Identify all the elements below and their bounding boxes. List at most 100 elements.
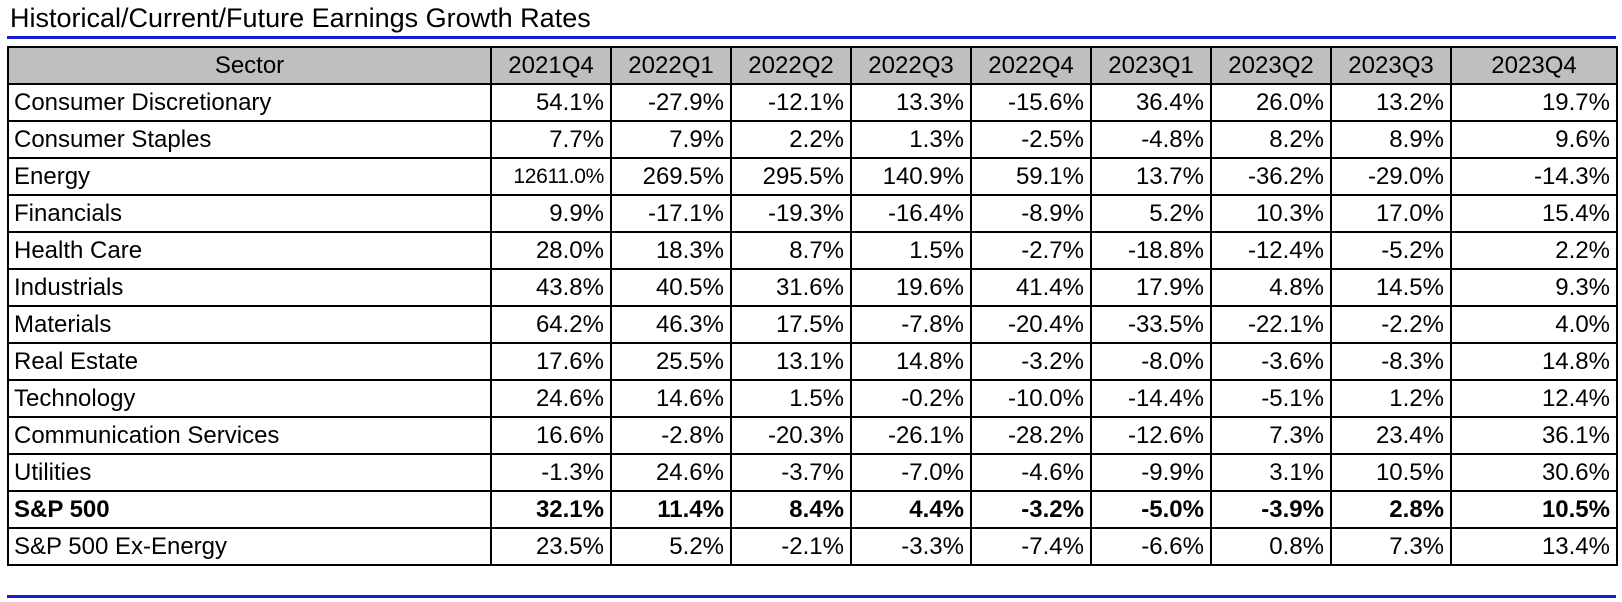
growth-rate-cell: -7.8% xyxy=(850,305,972,344)
growth-rate-cell: 269.5% xyxy=(610,157,732,196)
growth-rate-cell: 25.5% xyxy=(610,342,732,381)
growth-rate-cell: -8.0% xyxy=(1090,342,1212,381)
growth-rate-cell: 4.8% xyxy=(1210,268,1332,307)
table-row: Energy 12611.0% 269.5% 295.5% 140.9% 59.1% 13.… xyxy=(7,157,1618,196)
growth-rate-cell: -2.5% xyxy=(970,120,1092,159)
growth-rate-cell: -3.9% xyxy=(1210,490,1332,529)
growth-rate-cell: 14.5% xyxy=(1330,268,1452,307)
growth-rate-cell: 16.6% xyxy=(490,416,612,455)
growth-rate-cell: -2.8% xyxy=(610,416,732,455)
growth-rate-cell: 10.5% xyxy=(1450,490,1618,529)
column-header-2021q4: 2021Q4 xyxy=(490,46,612,85)
growth-rate-cell: -20.3% xyxy=(730,416,852,455)
column-header-2022q1: 2022Q1 xyxy=(610,46,732,85)
growth-rate-cell: 7.9% xyxy=(610,120,732,159)
growth-rate-cell: -20.4% xyxy=(970,305,1092,344)
sector-name-cell: Energy xyxy=(7,157,492,196)
sector-name-cell: Materials xyxy=(7,305,492,344)
growth-rate-cell: -4.8% xyxy=(1090,120,1212,159)
growth-rate-cell: 19.6% xyxy=(850,268,972,307)
growth-rate-cell: 7.3% xyxy=(1210,416,1332,455)
growth-rate-cell: 17.0% xyxy=(1330,194,1452,233)
growth-rate-cell: -9.9% xyxy=(1090,453,1212,492)
table-row: Consumer Discretionary 54.1% -27.9% -12.1% 1… xyxy=(7,83,1618,122)
growth-rate-cell: -16.4% xyxy=(850,194,972,233)
sector-name-cell: Technology xyxy=(7,379,492,418)
growth-rate-cell: 31.6% xyxy=(730,268,852,307)
growth-rate-cell: 14.6% xyxy=(610,379,732,418)
growth-rate-cell: -27.9% xyxy=(610,83,732,122)
column-header-2023q4: 2023Q4 xyxy=(1450,46,1618,85)
growth-rate-cell: 13.1% xyxy=(730,342,852,381)
sector-name-cell: Utilities xyxy=(7,453,492,492)
growth-rate-cell: 8.7% xyxy=(730,231,852,270)
table-row: Real Estate 17.6% 25.5% 13.1% 14.8% -3.2% -8.0… xyxy=(7,342,1618,381)
growth-rate-cell: 3.1% xyxy=(1210,453,1332,492)
growth-rate-cell: 14.8% xyxy=(850,342,972,381)
growth-rate-cell: 140.9% xyxy=(850,157,972,196)
column-header-sector: Sector xyxy=(7,46,492,85)
growth-rate-cell: -2.7% xyxy=(970,231,1092,270)
table-row: Materials 64.2% 46.3% 17.5% -7.8% -20.4% -33.5… xyxy=(7,305,1618,344)
growth-rate-cell: -4.6% xyxy=(970,453,1092,492)
sector-name-cell: Consumer Discretionary xyxy=(7,83,492,122)
growth-rate-cell: 14.8% xyxy=(1450,342,1618,381)
growth-rate-cell: -8.3% xyxy=(1330,342,1452,381)
growth-rate-cell: 40.5% xyxy=(610,268,732,307)
growth-rate-cell: -36.2% xyxy=(1210,157,1332,196)
growth-rate-cell: 13.4% xyxy=(1450,527,1618,566)
growth-rate-cell: 18.3% xyxy=(610,231,732,270)
sector-name-cell: Health Care xyxy=(7,231,492,270)
growth-rate-cell: 15.4% xyxy=(1450,194,1618,233)
table-row: S&P 500 32.1% 11.4% 8.4% 4.4% -3.2% -5.0% -3.9%… xyxy=(7,490,1618,529)
growth-rate-cell: 24.6% xyxy=(490,379,612,418)
growth-rate-cell: -1.3% xyxy=(490,453,612,492)
growth-rate-cell: -19.3% xyxy=(730,194,852,233)
table-row: Health Care 28.0% 18.3% 8.7% 1.5% -2.7% -18.8%… xyxy=(7,231,1618,270)
table-row: Communication Services 16.6% -2.8% -20.3% -2… xyxy=(7,416,1618,455)
growth-rate-cell: 41.4% xyxy=(970,268,1092,307)
table-body: Consumer Discretionary 54.1% -27.9% -12.1% 1… xyxy=(7,83,1618,566)
growth-rate-cell: -0.2% xyxy=(850,379,972,418)
growth-rate-cell: -7.0% xyxy=(850,453,972,492)
table-row: Utilities -1.3% 24.6% -3.7% -7.0% -4.6% -9.9% 3… xyxy=(7,453,1618,492)
growth-rate-cell: 8.4% xyxy=(730,490,852,529)
column-header-2022q4: 2022Q4 xyxy=(970,46,1092,85)
growth-rate-cell: 32.1% xyxy=(490,490,612,529)
column-header-2023q1: 2023Q1 xyxy=(1090,46,1212,85)
growth-rate-cell: 26.0% xyxy=(1210,83,1332,122)
growth-rate-cell: -22.1% xyxy=(1210,305,1332,344)
growth-rate-cell: -5.2% xyxy=(1330,231,1452,270)
growth-rate-cell: -33.5% xyxy=(1090,305,1212,344)
growth-rate-cell: -7.4% xyxy=(970,527,1092,566)
growth-rate-cell: 4.4% xyxy=(850,490,972,529)
growth-rate-cell: 43.8% xyxy=(490,268,612,307)
table-row: Consumer Staples 7.7% 7.9% 2.2% 1.3% -2.5% -4.… xyxy=(7,120,1618,159)
growth-rate-cell: 64.2% xyxy=(490,305,612,344)
growth-rate-cell: 9.9% xyxy=(490,194,612,233)
growth-rate-cell: 4.0% xyxy=(1450,305,1618,344)
sector-name-cell: Real Estate xyxy=(7,342,492,381)
sector-name-cell: Industrials xyxy=(7,268,492,307)
growth-rate-cell: -10.0% xyxy=(970,379,1092,418)
growth-rate-cell: 36.4% xyxy=(1090,83,1212,122)
table-row: Financials 9.9% -17.1% -19.3% -16.4% -8.9% 5.2… xyxy=(7,194,1618,233)
growth-rate-cell: 17.5% xyxy=(730,305,852,344)
column-header-2022q3: 2022Q3 xyxy=(850,46,972,85)
growth-rate-cell: 10.5% xyxy=(1330,453,1452,492)
growth-rate-cell: -28.2% xyxy=(970,416,1092,455)
growth-rate-cell: 8.9% xyxy=(1330,120,1452,159)
growth-rate-cell: -2.1% xyxy=(730,527,852,566)
earnings-growth-table: Sector 2021Q4 2022Q1 2022Q2 2022Q3 2022Q… xyxy=(7,46,1618,566)
table-row: Industrials 43.8% 40.5% 31.6% 19.6% 41.4% 17.9… xyxy=(7,268,1618,307)
column-header-2022q2: 2022Q2 xyxy=(730,46,852,85)
growth-rate-cell: 2.8% xyxy=(1330,490,1452,529)
growth-rate-cell: 13.3% xyxy=(850,83,972,122)
growth-rate-cell: 5.2% xyxy=(610,527,732,566)
growth-rate-cell: 0.8% xyxy=(1210,527,1332,566)
growth-rate-cell: 7.3% xyxy=(1330,527,1452,566)
growth-rate-cell: -8.9% xyxy=(970,194,1092,233)
column-header-2023q2: 2023Q2 xyxy=(1210,46,1332,85)
growth-rate-cell: 2.2% xyxy=(730,120,852,159)
growth-rate-cell: -6.6% xyxy=(1090,527,1212,566)
